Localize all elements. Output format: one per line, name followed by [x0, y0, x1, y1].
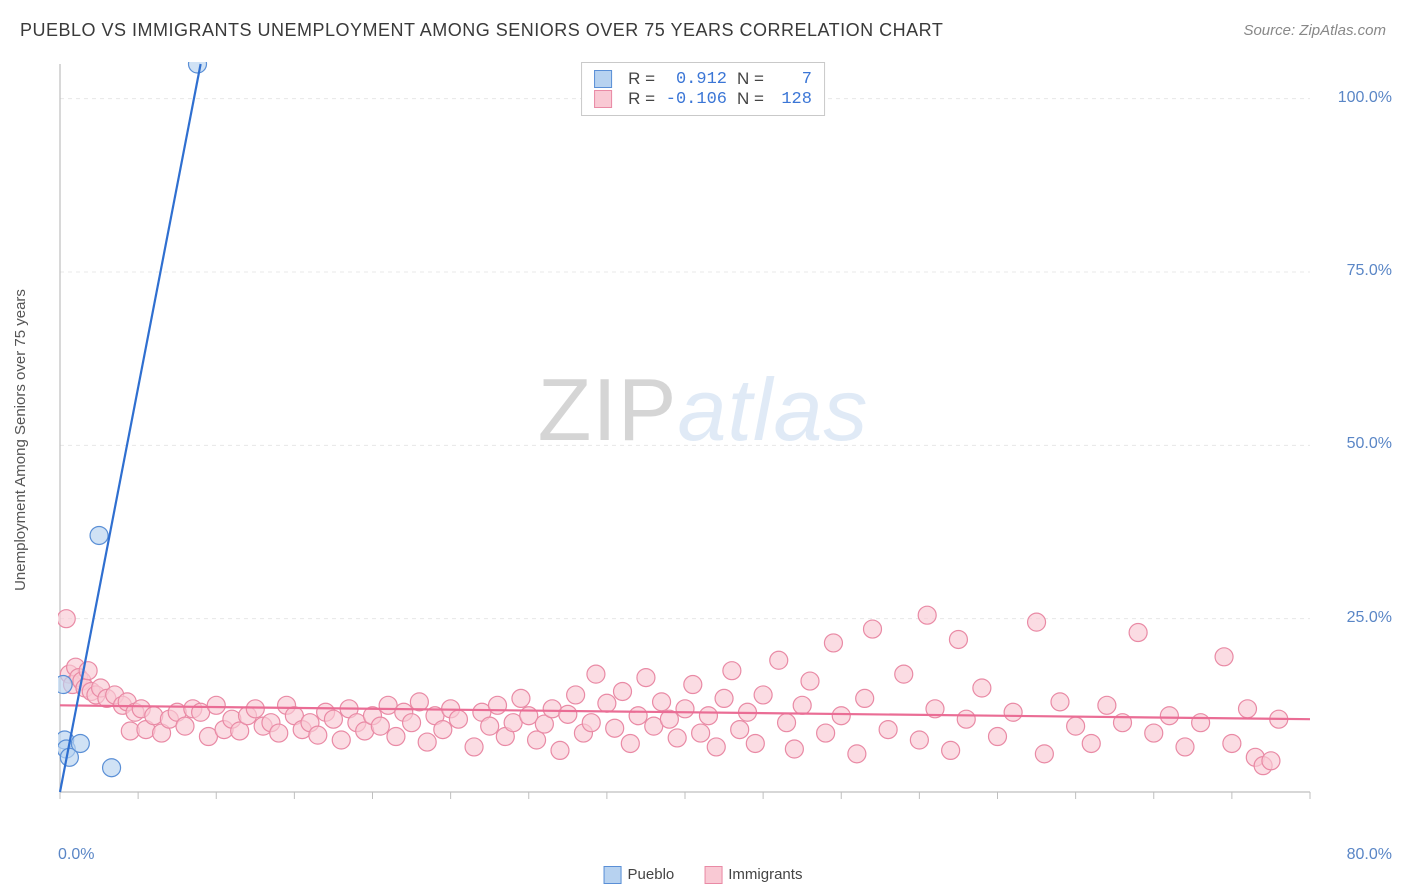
y-axis-label: Unemployment Among Seniors over 75 years — [12, 289, 29, 591]
y-tick-50: 50.0% — [1347, 435, 1392, 453]
correlation-legend-row-0: R = 0.912 N = 7 — [594, 69, 812, 89]
watermark-atlas: atlas — [678, 360, 869, 459]
r-value: -0.106 — [665, 90, 727, 109]
r-label: R = — [628, 89, 655, 109]
series-label: Pueblo — [628, 866, 675, 883]
y-tick-75: 75.0% — [1347, 262, 1392, 280]
series-legend: Pueblo Immigrants — [604, 866, 803, 884]
series-legend-item-1: Immigrants — [704, 866, 802, 884]
watermark: ZIPatlas — [538, 359, 869, 461]
n-label: N = — [737, 69, 764, 89]
r-value: 0.912 — [665, 70, 727, 89]
legend-swatch-pueblo — [594, 70, 612, 88]
y-tick-25: 25.0% — [1347, 609, 1392, 627]
n-value: 128 — [774, 90, 812, 109]
correlation-legend: R = 0.912 N = 7 R = -0.106 N = 128 — [581, 62, 825, 116]
correlation-legend-row-1: R = -0.106 N = 128 — [594, 89, 812, 109]
x-tick-80: 80.0% — [1347, 846, 1392, 864]
y-tick-100: 100.0% — [1338, 89, 1392, 107]
n-value: 7 — [774, 70, 812, 89]
watermark-zip: ZIP — [538, 360, 678, 459]
legend-swatch-pueblo-icon — [604, 866, 622, 884]
n-label: N = — [737, 89, 764, 109]
chart-title: PUEBLO VS IMMIGRANTS UNEMPLOYMENT AMONG … — [20, 20, 943, 41]
r-label: R = — [628, 69, 655, 89]
series-label: Immigrants — [728, 866, 802, 883]
legend-swatch-immigrants — [594, 90, 612, 108]
series-legend-item-0: Pueblo — [604, 866, 675, 884]
x-tick-0: 0.0% — [58, 846, 94, 864]
legend-swatch-immigrants-icon — [704, 866, 722, 884]
chart-container: PUEBLO VS IMMIGRANTS UNEMPLOYMENT AMONG … — [0, 0, 1406, 892]
chart-source: Source: ZipAtlas.com — [1243, 22, 1386, 39]
